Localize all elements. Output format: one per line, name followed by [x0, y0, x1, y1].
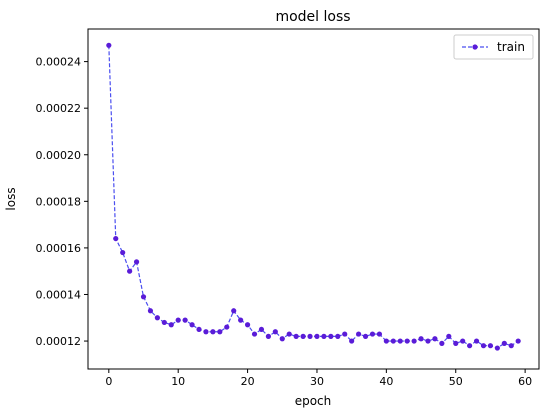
data-point — [286, 331, 292, 337]
data-point — [362, 333, 369, 339]
x-tick-label: 10 — [171, 375, 185, 388]
data-point — [238, 317, 244, 323]
data-point — [113, 235, 119, 242]
data-point — [480, 343, 487, 349]
x-tick-label: 60 — [518, 375, 532, 388]
series-layer — [106, 42, 521, 351]
data-point — [265, 333, 271, 339]
data-point — [411, 338, 417, 344]
data-point — [321, 333, 327, 339]
x-axis-ticks: 0 10 20 30 40 50 60 — [105, 369, 532, 388]
data-point — [390, 338, 396, 344]
data-point — [342, 331, 348, 337]
data-point — [210, 329, 216, 335]
data-point — [460, 338, 466, 344]
data-point — [196, 326, 202, 333]
data-point — [383, 338, 389, 344]
data-point — [508, 343, 514, 349]
legend: train — [453, 34, 534, 60]
data-point — [473, 338, 480, 344]
y-tick-label: 0.00018 — [36, 195, 82, 208]
data-point — [494, 345, 500, 351]
data-point — [175, 317, 181, 323]
data-point — [154, 315, 160, 321]
data-point — [335, 333, 341, 339]
plot-frame — [87, 28, 540, 370]
y-tick-label: 0.00012 — [36, 335, 82, 348]
data-point — [168, 322, 174, 328]
data-point — [300, 333, 306, 339]
data-point — [293, 333, 299, 339]
y-axis-ticks: 0.00012 0.00014 0.00016 0.00018 0.00020 0.000… — [36, 56, 88, 348]
data-point — [397, 338, 403, 344]
data-point — [231, 308, 237, 314]
data-point — [515, 338, 521, 344]
legend-box — [453, 34, 534, 60]
legend-label-train: train — [497, 40, 525, 54]
x-axis-label: epoch — [295, 394, 332, 408]
y-tick-label: 0.00022 — [36, 102, 82, 115]
data-point — [487, 343, 494, 349]
x-tick-label: 50 — [449, 375, 463, 388]
y-tick-label: 0.00024 — [36, 56, 82, 69]
data-point — [127, 268, 133, 274]
data-point — [147, 308, 154, 314]
data-point — [106, 42, 112, 48]
x-tick-label: 20 — [241, 375, 255, 388]
data-point — [404, 338, 410, 344]
data-point — [369, 331, 376, 337]
data-point — [376, 331, 383, 337]
data-point — [453, 340, 459, 346]
y-tick-label: 0.00014 — [36, 288, 82, 301]
y-axis-label: loss — [4, 187, 18, 210]
chart-title: model loss — [275, 9, 350, 25]
data-point — [189, 322, 195, 328]
data-point — [161, 319, 167, 326]
y-tick-label: 0.00016 — [36, 242, 82, 255]
legend-marker — [472, 44, 478, 50]
data-point — [501, 340, 507, 346]
data-point — [432, 336, 438, 342]
x-tick-label: 40 — [379, 375, 393, 388]
data-point — [425, 338, 431, 344]
data-point — [140, 294, 147, 300]
data-point — [356, 331, 362, 337]
data-point — [279, 336, 285, 342]
data-point — [314, 333, 320, 339]
data-point — [272, 329, 278, 335]
x-tick-label: 0 — [105, 375, 112, 388]
data-point — [349, 338, 355, 344]
data-point — [307, 333, 313, 339]
series-line-train — [108, 45, 519, 349]
data-point — [203, 329, 209, 335]
x-tick-label: 30 — [310, 375, 324, 388]
data-point — [224, 324, 230, 330]
data-point — [418, 336, 424, 342]
data-point — [258, 326, 265, 333]
data-point — [120, 249, 126, 256]
data-point — [217, 329, 223, 335]
data-point — [467, 343, 473, 349]
data-point — [133, 259, 140, 265]
data-point — [439, 340, 445, 346]
y-tick-label: 0.00020 — [36, 149, 82, 162]
data-point — [328, 333, 334, 339]
data-point — [244, 322, 251, 328]
data-point — [251, 331, 258, 337]
data-point — [446, 333, 452, 339]
data-point — [182, 317, 188, 323]
